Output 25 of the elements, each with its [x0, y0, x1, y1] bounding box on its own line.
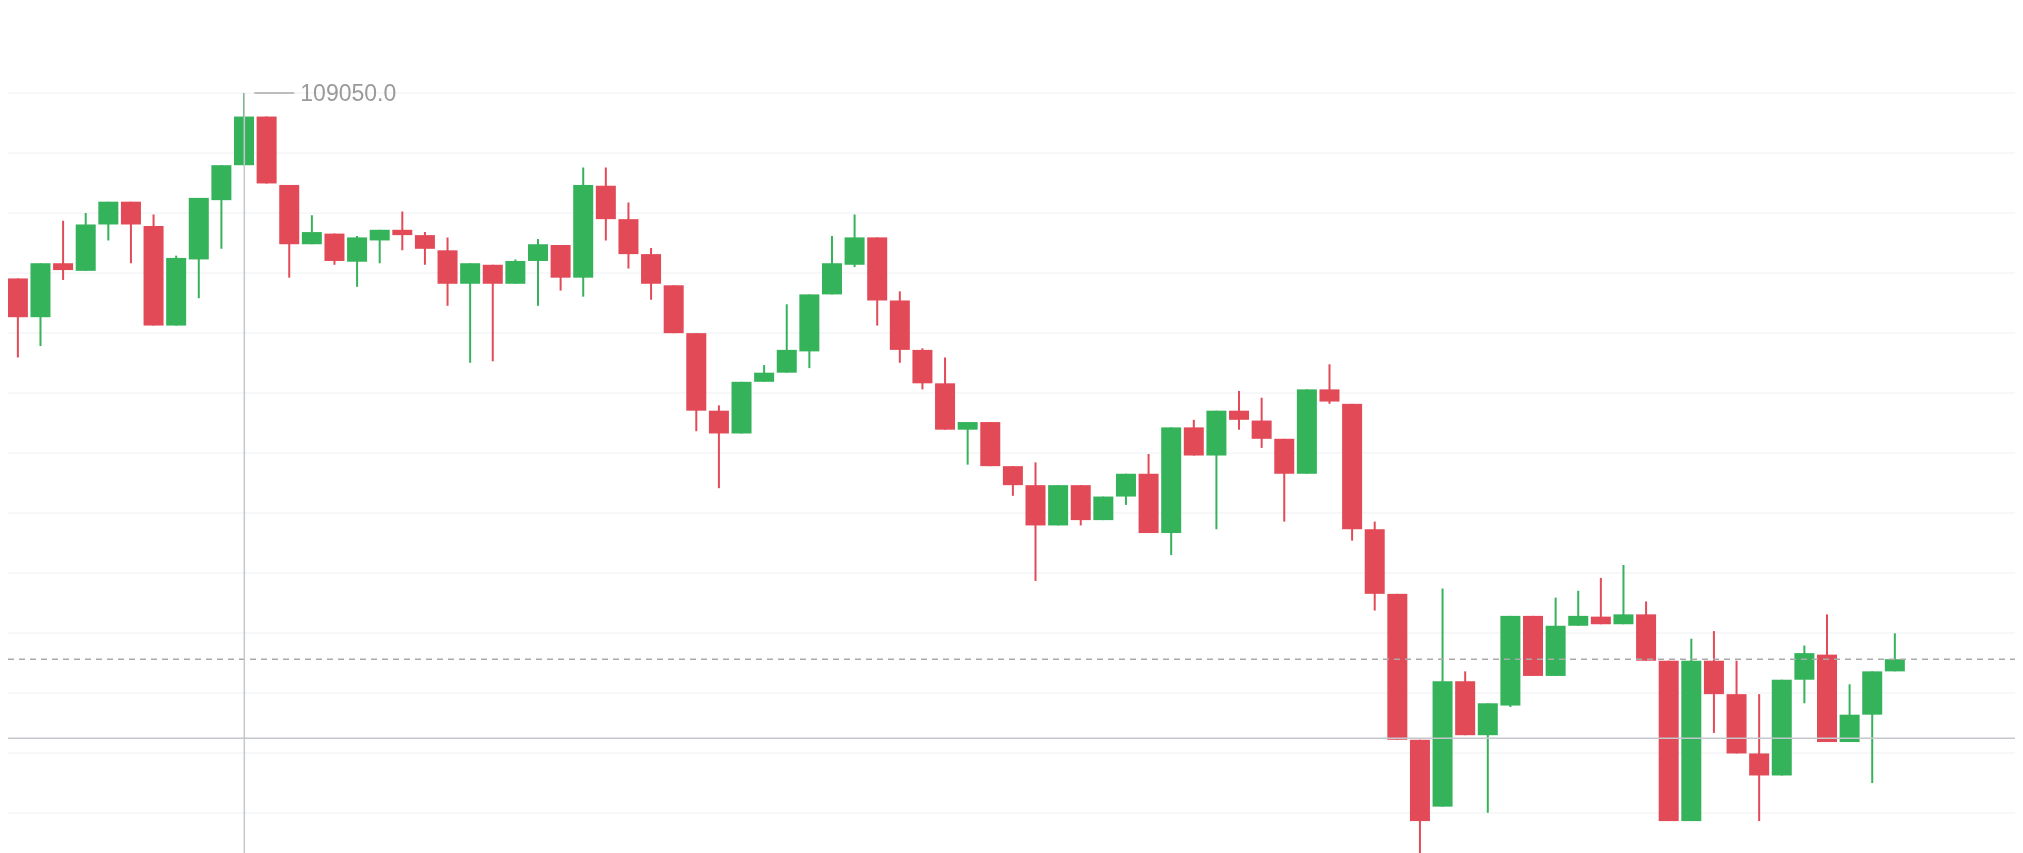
candlestick: [1749, 693, 1770, 823]
candlestick: [1251, 396, 1272, 449]
candlestick: [776, 303, 797, 374]
candlestick: [1229, 389, 1250, 431]
candlestick: [369, 228, 390, 265]
candlestick: [460, 262, 481, 364]
candlestick: [98, 200, 119, 242]
annotation: 109050.0: [300, 80, 397, 106]
candlestick: [53, 219, 74, 281]
candlestick: [957, 421, 978, 466]
candlestick: [1568, 589, 1589, 627]
candlestick: [414, 231, 435, 266]
candlestick: [482, 263, 503, 363]
candlestick: [1613, 563, 1634, 626]
candlestick: [1590, 576, 1611, 626]
candlestick: [120, 200, 141, 265]
candlestick: [527, 237, 548, 307]
candlestick: [1884, 632, 1905, 673]
candlestick: [1002, 465, 1023, 497]
candlestick: [1319, 363, 1340, 405]
candlestick: [708, 404, 729, 490]
candlestick: [301, 214, 322, 246]
candlestick: [505, 258, 526, 285]
candlestick: [1115, 472, 1136, 506]
candlestick: [392, 210, 413, 252]
